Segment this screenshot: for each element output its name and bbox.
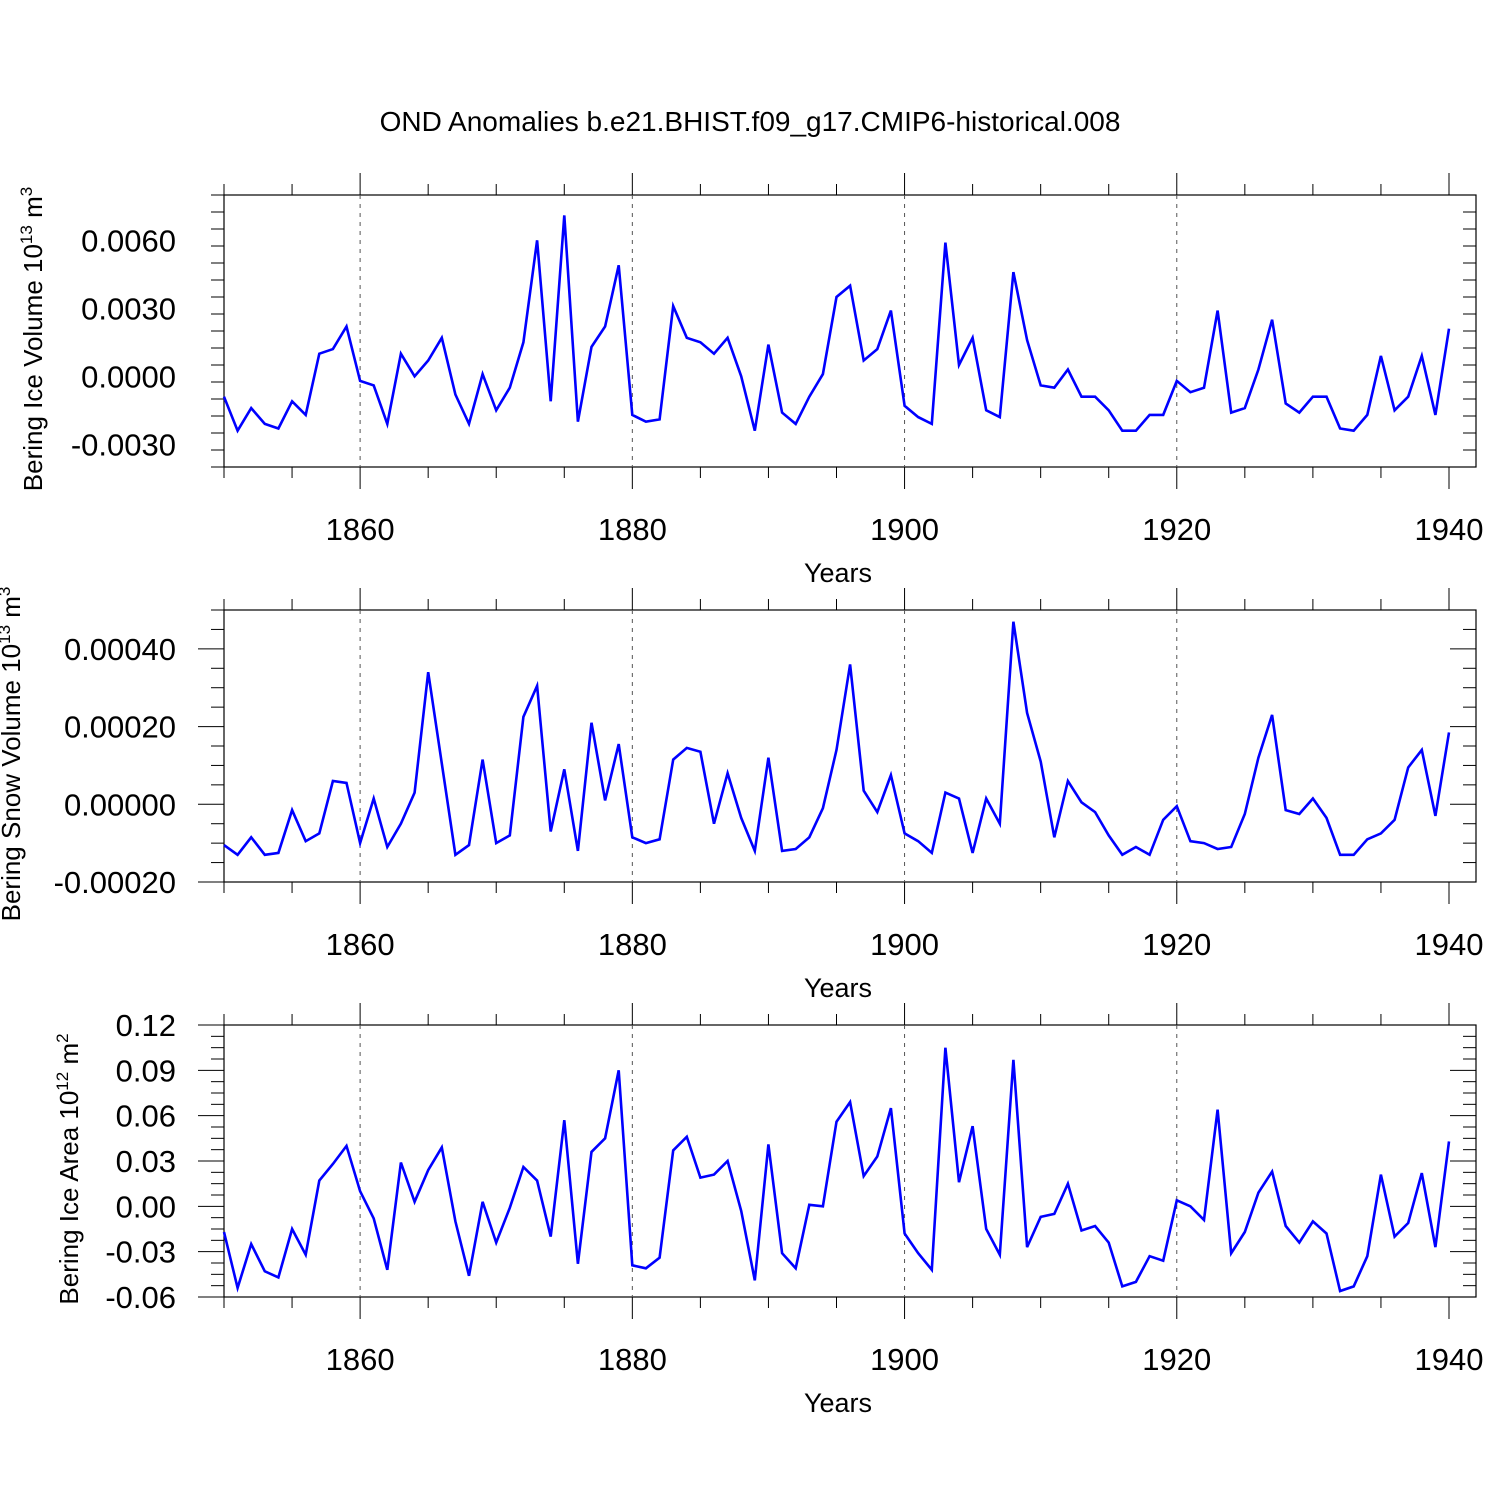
- x-tick-label: 1940: [1415, 512, 1484, 547]
- y-tick-label: 0.00000: [64, 787, 176, 822]
- x-tick-label: 1860: [326, 1342, 395, 1377]
- panel-snow-volume: 1860 1880 1900 1920 1940 Years -0.00020 0.00000…: [0, 587, 1483, 1003]
- y-tick-label: -0.03: [105, 1235, 176, 1270]
- x-axis-label: Years: [804, 558, 872, 588]
- y-axis-label: Bering Snow Volume 1013 m3: [0, 587, 26, 922]
- y-tick-label: 0.0030: [81, 291, 176, 326]
- series-line: [222, 1047, 1451, 1293]
- panel-ice-volume: 1860 1880 1900 1920 1940 Years -0.0030 0.0000 0.…: [17, 173, 1483, 588]
- series-line: [222, 215, 1451, 434]
- y-tick-label: 0.06: [116, 1099, 176, 1134]
- x-tick-label: 1940: [1415, 1342, 1484, 1377]
- y-axis-label: Bering Ice Volume 1013 m3: [17, 187, 48, 491]
- x-tick-label: 1900: [870, 1342, 939, 1377]
- y-tick-label: 0.00020: [64, 710, 176, 745]
- y-tick-label: 0.0000: [81, 359, 176, 394]
- y-tick-label: 0.12: [116, 1008, 176, 1043]
- y-tick-label: -0.06: [105, 1280, 176, 1315]
- y-tick-label: -0.00020: [54, 865, 176, 900]
- plot-frame: [223, 194, 1477, 468]
- x-axis-label: Years: [804, 1388, 872, 1418]
- x-tick-label: 1880: [598, 927, 667, 962]
- x-tick-label: 1900: [870, 927, 939, 962]
- plot-frame: [223, 609, 1477, 883]
- series-line: [223, 621, 1451, 858]
- panel-ice-area: 1860 1880 1900 1920 1940 Years -0.06 -0.03 0.00 0…: [53, 1003, 1483, 1418]
- x-tick-label: 1920: [1142, 1342, 1211, 1377]
- y-tick-label: 0.0060: [81, 223, 176, 258]
- x-tick-label: 1860: [326, 927, 395, 962]
- x-tick-label: 1940: [1415, 927, 1484, 962]
- y-tick-label: -0.0030: [71, 427, 176, 462]
- y-tick-label: 0.00040: [64, 632, 176, 667]
- x-tick-label: 1880: [598, 512, 667, 547]
- y-axis-label: Bering Ice Area 1012 m2: [53, 1033, 84, 1304]
- plot-frame: [223, 1024, 1477, 1298]
- x-tick-label: 1900: [870, 512, 939, 547]
- x-tick-label: 1880: [598, 1342, 667, 1377]
- figure-title: OND Anomalies b.e21.BHIST.f09_g17.CMIP6-…: [380, 106, 1121, 137]
- x-tick-label: 1860: [326, 512, 395, 547]
- x-tick-label: 1920: [1142, 927, 1211, 962]
- y-tick-label: 0.03: [116, 1144, 176, 1179]
- y-tick-label: 0.00: [116, 1189, 176, 1224]
- y-tick-label: 0.09: [116, 1053, 176, 1088]
- x-tick-label: 1920: [1142, 512, 1211, 547]
- x-axis-label: Years: [804, 973, 872, 1003]
